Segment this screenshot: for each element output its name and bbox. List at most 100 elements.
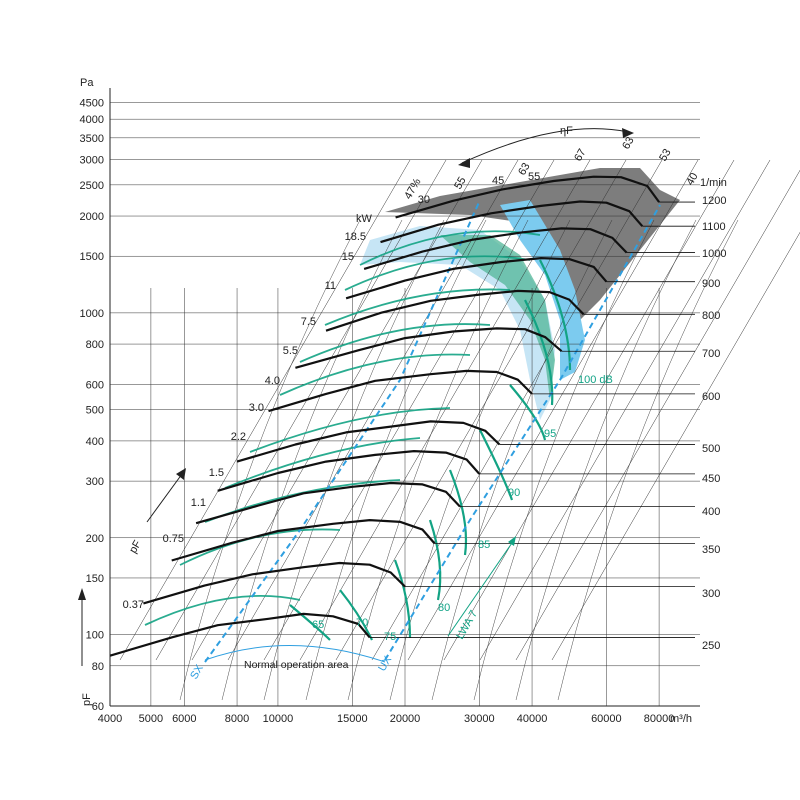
power-curve: [279, 353, 471, 396]
speed-label: 800: [702, 310, 720, 322]
y-tick-label: 4500: [80, 98, 104, 110]
power-curve: [249, 407, 451, 453]
efficiency-arrow: [461, 128, 629, 164]
speed-curve: [217, 450, 481, 492]
sound-axis-arrow-head: [508, 536, 516, 546]
efficiency-arrow-tail: [458, 158, 470, 168]
power-label: 11: [325, 280, 336, 292]
speed-curve: [143, 561, 406, 605]
efficiency-label: 63: [516, 161, 533, 178]
speed-curve: [171, 519, 436, 562]
x-tick-label: 80000: [644, 713, 675, 725]
zone-light-blue: [500, 200, 585, 380]
sound-label: 80: [438, 602, 450, 614]
sound-label: 75: [384, 631, 396, 643]
ux-label: UX: [376, 654, 394, 674]
speed-curve: [109, 612, 371, 657]
speed-label: 1100: [702, 221, 726, 233]
diagonal-gridline: [443, 159, 735, 661]
x-tick-label: 30000: [464, 713, 495, 725]
y-tick-label: 200: [86, 533, 104, 545]
sound-label: 95: [544, 428, 556, 440]
labels: Pa m³/h 1/min kW ηF Normal operation are…: [80, 77, 727, 725]
diagonal-gridline: [479, 159, 771, 661]
power-label: 0.75: [163, 533, 184, 545]
x-tick-label: 10000: [263, 713, 294, 725]
speed-curve: [325, 289, 585, 332]
sound-curve: [428, 519, 442, 601]
efficiency-gridline: [221, 219, 403, 701]
y-tick-label: 3500: [80, 133, 104, 145]
power-label: 0.37: [123, 599, 144, 611]
power-label: 1.1: [191, 497, 206, 509]
power-curve: [344, 255, 531, 291]
power-unit-label: kW: [356, 213, 373, 225]
speed-label: 1000: [702, 248, 726, 260]
y-tick-label: 3000: [80, 154, 104, 166]
efficiency-gridline: [389, 219, 571, 701]
speed-curve: [380, 200, 644, 244]
sound-curve: [448, 469, 468, 556]
sound-label: 90: [508, 487, 520, 499]
diagonal-gridline: [227, 159, 519, 661]
sound-label: 85: [478, 539, 490, 551]
normal-operation-label: Normal operation area: [244, 659, 349, 671]
diagonal-gridline: [119, 159, 411, 661]
x-tick-label: 15000: [337, 713, 368, 725]
sound-label: 65: [312, 619, 324, 631]
speed-label: 700: [702, 348, 720, 360]
sound-and-power-curves: [144, 230, 572, 641]
power-label: 3.0: [249, 402, 264, 414]
speed-label: 500: [702, 443, 720, 455]
y-tick-label: 4000: [80, 114, 104, 126]
power-label: 15: [342, 251, 354, 263]
diagonal-gridline: [551, 231, 800, 661]
efficiency-label-row2: 55: [528, 171, 540, 183]
x-tick-label: 40000: [517, 713, 548, 725]
diagonal-gridline: [335, 159, 627, 661]
sound-label: 70: [356, 617, 368, 629]
pf-diagonal-arrow-head: [176, 468, 186, 480]
y-tick-label: 500: [86, 405, 104, 417]
pf-arrow-head: [78, 588, 86, 600]
speed-label: 250: [702, 640, 720, 652]
sx-boundary: [204, 199, 481, 663]
sound-curve: [524, 299, 554, 406]
speed-label: 900: [702, 278, 720, 290]
y-tick-label: 600: [86, 379, 104, 391]
y-tick-label: 2000: [80, 211, 104, 223]
power-label: 5.5: [283, 345, 298, 357]
y-tick-label: 2500: [80, 180, 104, 192]
speed-curve: [195, 481, 461, 525]
y-tick-label: 150: [86, 573, 104, 585]
x-axis-label: m³/h: [670, 713, 692, 725]
sound-axis-label: LWA 7: [454, 608, 480, 641]
efficiency-label: 55: [452, 175, 469, 192]
speed-curve: [395, 175, 660, 219]
efficiency-gridline: [431, 219, 613, 701]
y-tick-label: 80: [92, 661, 104, 673]
efficiency-label: 67: [572, 147, 589, 164]
power-label: 1.5: [209, 467, 224, 479]
sound-curve: [393, 559, 412, 639]
power-curve: [224, 437, 421, 489]
efficiency-label-row2: 45: [492, 175, 504, 187]
efficiency-symbol: ηF: [560, 125, 573, 137]
speed-curve: [236, 420, 501, 463]
y-tick-label: 1000: [80, 308, 104, 320]
speed-label: 300: [702, 588, 720, 600]
normal-operation-curve: [204, 645, 386, 663]
efficiency-arrow-head: [622, 128, 634, 138]
efficiency-gridline: [557, 219, 739, 701]
pressure-axis-label: pF: [81, 693, 93, 706]
power-label: 4.0: [265, 375, 280, 387]
speed-label: 600: [702, 391, 720, 403]
speed-curve: [295, 327, 563, 369]
power-curve: [299, 323, 491, 363]
sound-label: 100 dB: [578, 374, 613, 386]
speed-label: 450: [702, 473, 720, 485]
y-tick-label: 800: [86, 339, 104, 351]
power-curve: [144, 595, 301, 626]
power-label: 2.2: [231, 431, 246, 443]
